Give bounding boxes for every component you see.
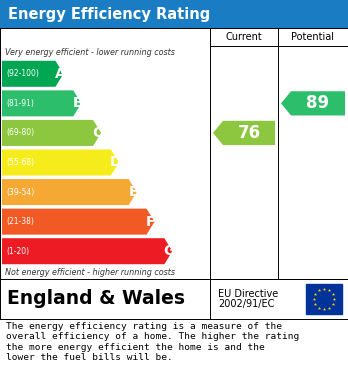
Text: 89: 89 [307,94,330,112]
Text: G: G [163,244,174,258]
Text: 2002/91/EC: 2002/91/EC [218,299,274,309]
Bar [0,279,348,319]
Bar [0,28,348,279]
Polygon shape [281,91,345,115]
Text: (55-68): (55-68) [6,158,34,167]
Text: A: A [55,67,65,81]
Text: The energy efficiency rating is a measure of the
overall efficiency of a home. T: The energy efficiency rating is a measur… [6,322,299,362]
Text: (92-100): (92-100) [6,69,39,78]
Text: C: C [92,126,103,140]
Text: (39-54): (39-54) [6,188,34,197]
Polygon shape [2,179,137,205]
Text: (81-91): (81-91) [6,99,34,108]
Text: Current: Current [226,32,262,42]
Polygon shape [2,149,119,176]
Text: (69-80): (69-80) [6,128,34,137]
Polygon shape [213,121,275,145]
Polygon shape [2,61,63,87]
Polygon shape [2,120,101,146]
Text: (21-38): (21-38) [6,217,34,226]
Text: E: E [128,185,138,199]
Text: (1-20): (1-20) [6,247,29,256]
Bar [0,0,348,28]
Text: D: D [110,156,121,170]
Text: F: F [146,215,156,229]
Text: B: B [72,96,83,110]
Text: England & Wales: England & Wales [7,289,185,308]
Polygon shape [2,209,155,235]
Text: Energy Efficiency Rating: Energy Efficiency Rating [8,7,210,22]
Polygon shape [2,238,172,264]
Polygon shape [2,90,81,117]
Text: EU Directive: EU Directive [218,289,278,299]
Bar [306,284,342,314]
Text: Very energy efficient - lower running costs: Very energy efficient - lower running co… [5,48,175,57]
Text: 76: 76 [237,124,261,142]
Text: Potential: Potential [292,32,334,42]
Text: Not energy efficient - higher running costs: Not energy efficient - higher running co… [5,268,175,277]
